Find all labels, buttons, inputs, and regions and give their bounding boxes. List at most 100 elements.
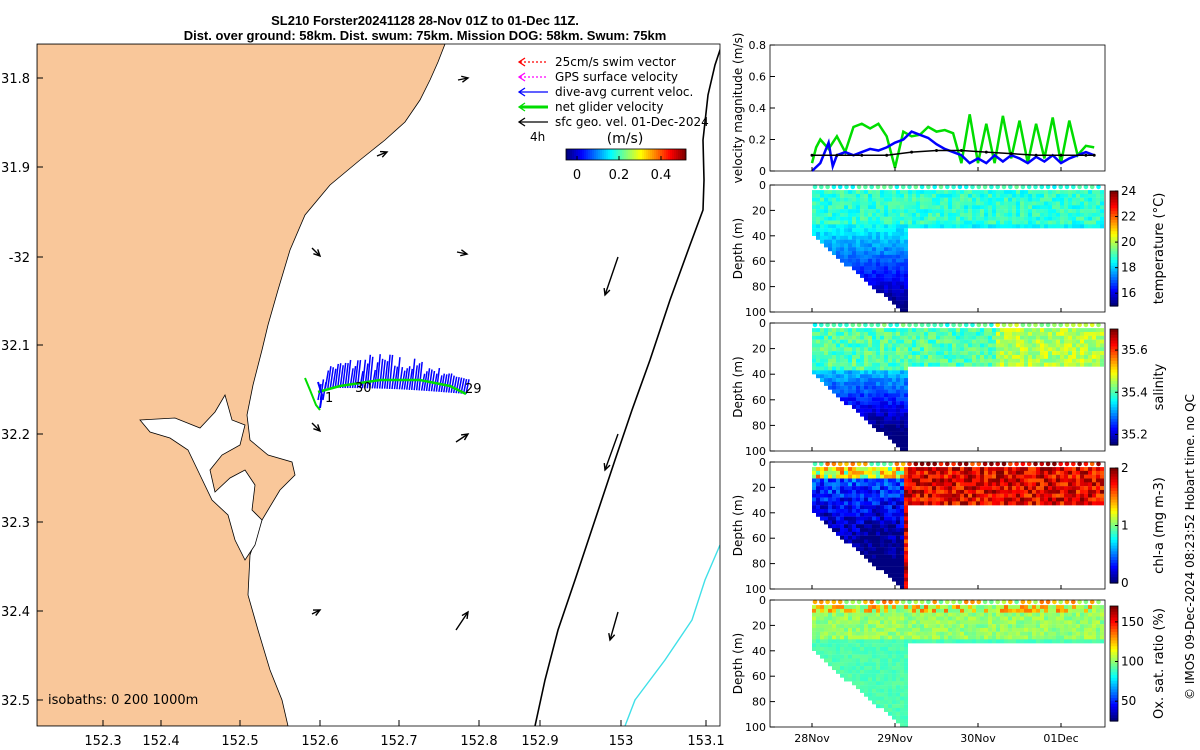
heatmap-cell: [876, 669, 880, 674]
heatmap-cell: [988, 616, 992, 621]
velocity-point: [860, 153, 864, 157]
heatmap-cell: [924, 497, 928, 502]
colorbar-cell: [1110, 663, 1118, 667]
heatmap-cell: [888, 424, 892, 429]
heatmap-cell: [840, 358, 844, 363]
heatmap-cell: [896, 424, 900, 429]
heatmap-cell: [1076, 347, 1080, 352]
heatmap-cell: [1044, 224, 1048, 229]
heatmap-cell: [840, 635, 844, 640]
heatmap-cell: [976, 216, 980, 221]
heatmap-cell: [816, 358, 820, 363]
heatmap-cell: [1036, 605, 1040, 610]
heatmap-cell: [856, 635, 860, 640]
heatmap-cell: [896, 489, 900, 494]
heatmap-cell: [904, 289, 908, 294]
heatmap-cell: [856, 669, 860, 674]
heatmap-cell: [868, 681, 872, 686]
heatmap-cell: [1044, 635, 1048, 640]
heatmap-cell: [1076, 486, 1080, 491]
heatmap-cell: [900, 285, 904, 290]
heatmap-cell: [840, 631, 844, 636]
heatmap-cell: [1084, 347, 1088, 352]
heatmap-cell: [880, 681, 884, 686]
heatmap-cell: [912, 470, 916, 475]
heatmap-cell: [836, 624, 840, 629]
heatmap-cell: [880, 489, 884, 494]
heatmap-cell: [972, 493, 976, 498]
heatmap-cell: [904, 631, 908, 636]
heatmap-cell: [896, 201, 900, 206]
surface-dot: [837, 461, 843, 467]
heatmap-cell: [876, 681, 880, 686]
colorbar-cell: [1110, 718, 1118, 722]
colorbar-cell: [1110, 669, 1118, 673]
heatmap-cell: [836, 620, 840, 625]
colorbar-label: temperature (°C): [1152, 193, 1167, 305]
heatmap-cell: [896, 643, 900, 648]
heatmap-cell: [1072, 193, 1076, 198]
heatmap-cell: [872, 497, 876, 502]
surface-dot: [1033, 461, 1038, 467]
heatmap-cell: [1096, 631, 1100, 636]
surface-dot: [1039, 184, 1045, 190]
heatmap-cell: [916, 620, 920, 625]
heatmap-cell: [904, 562, 908, 567]
heatmap-cell: [904, 489, 908, 494]
heatmap-cell: [920, 205, 924, 210]
heatmap-cell: [940, 467, 944, 472]
heatmap-cell: [972, 190, 976, 195]
heatmap-cell: [904, 707, 908, 712]
heatmap-cell: [1000, 335, 1004, 340]
heatmap-cell: [900, 666, 904, 671]
heatmap-cell: [948, 624, 952, 629]
heatmap-cell: [840, 201, 844, 206]
heatmap-cell: [852, 474, 856, 479]
heatmap-cell: [860, 197, 864, 202]
heatmap-cell: [1028, 339, 1032, 344]
heatmap-cell: [1008, 612, 1012, 617]
heatmap-cell: [868, 539, 872, 544]
heatmap-cell: [828, 662, 832, 667]
heatmap-cell: [1028, 467, 1032, 472]
heatmap-cell: [816, 205, 820, 210]
heatmap-cell: [836, 520, 840, 525]
heatmap-cell: [896, 362, 900, 367]
heatmap-cell: [1016, 193, 1020, 198]
heatmap-cell: [944, 612, 948, 617]
heatmap-cell: [1044, 355, 1048, 359]
heatmap-cell: [964, 501, 968, 506]
heatmap-cell: [828, 643, 832, 648]
heatmap-cell: [924, 608, 928, 613]
heatmap-cell: [964, 478, 968, 483]
legend-label: 25cm/s swim vector: [555, 55, 676, 69]
colorbar-cell: [1110, 508, 1118, 512]
heatmap-cell: [860, 228, 864, 233]
depth-ylabel: Depth (m): [731, 633, 745, 694]
heatmap-cell: [872, 562, 876, 567]
heatmap-cell: [896, 351, 900, 356]
heatmap-cell: [904, 573, 908, 578]
heatmap-cell: [888, 677, 892, 682]
heatmap-cell: [896, 205, 900, 210]
heatmap-cell: [892, 273, 896, 278]
heatmap-cell: [880, 378, 884, 383]
legend-swatch-head: [517, 87, 526, 97]
heatmap-cell: [880, 605, 884, 610]
heatmap-cell: [820, 193, 824, 198]
heatmap-cell: [888, 370, 892, 375]
heatmap-cell: [1020, 489, 1024, 494]
heatmap-cell: [868, 331, 872, 336]
heatmap-cell: [832, 631, 836, 636]
heatmap-cell: [1100, 190, 1104, 195]
heatmap-cell: [1008, 197, 1012, 202]
heatmap-cell: [992, 335, 996, 340]
heatmap-cell: [956, 362, 960, 367]
heatmap-cell: [1040, 470, 1044, 475]
heatmap-cell: [904, 378, 908, 383]
heatmap-cell: [1012, 474, 1016, 479]
heatmap-cell: [872, 370, 876, 375]
heatmap-cell: [816, 216, 820, 221]
heatmap-cell: [848, 624, 852, 629]
heatmap-cell: [1016, 605, 1020, 610]
